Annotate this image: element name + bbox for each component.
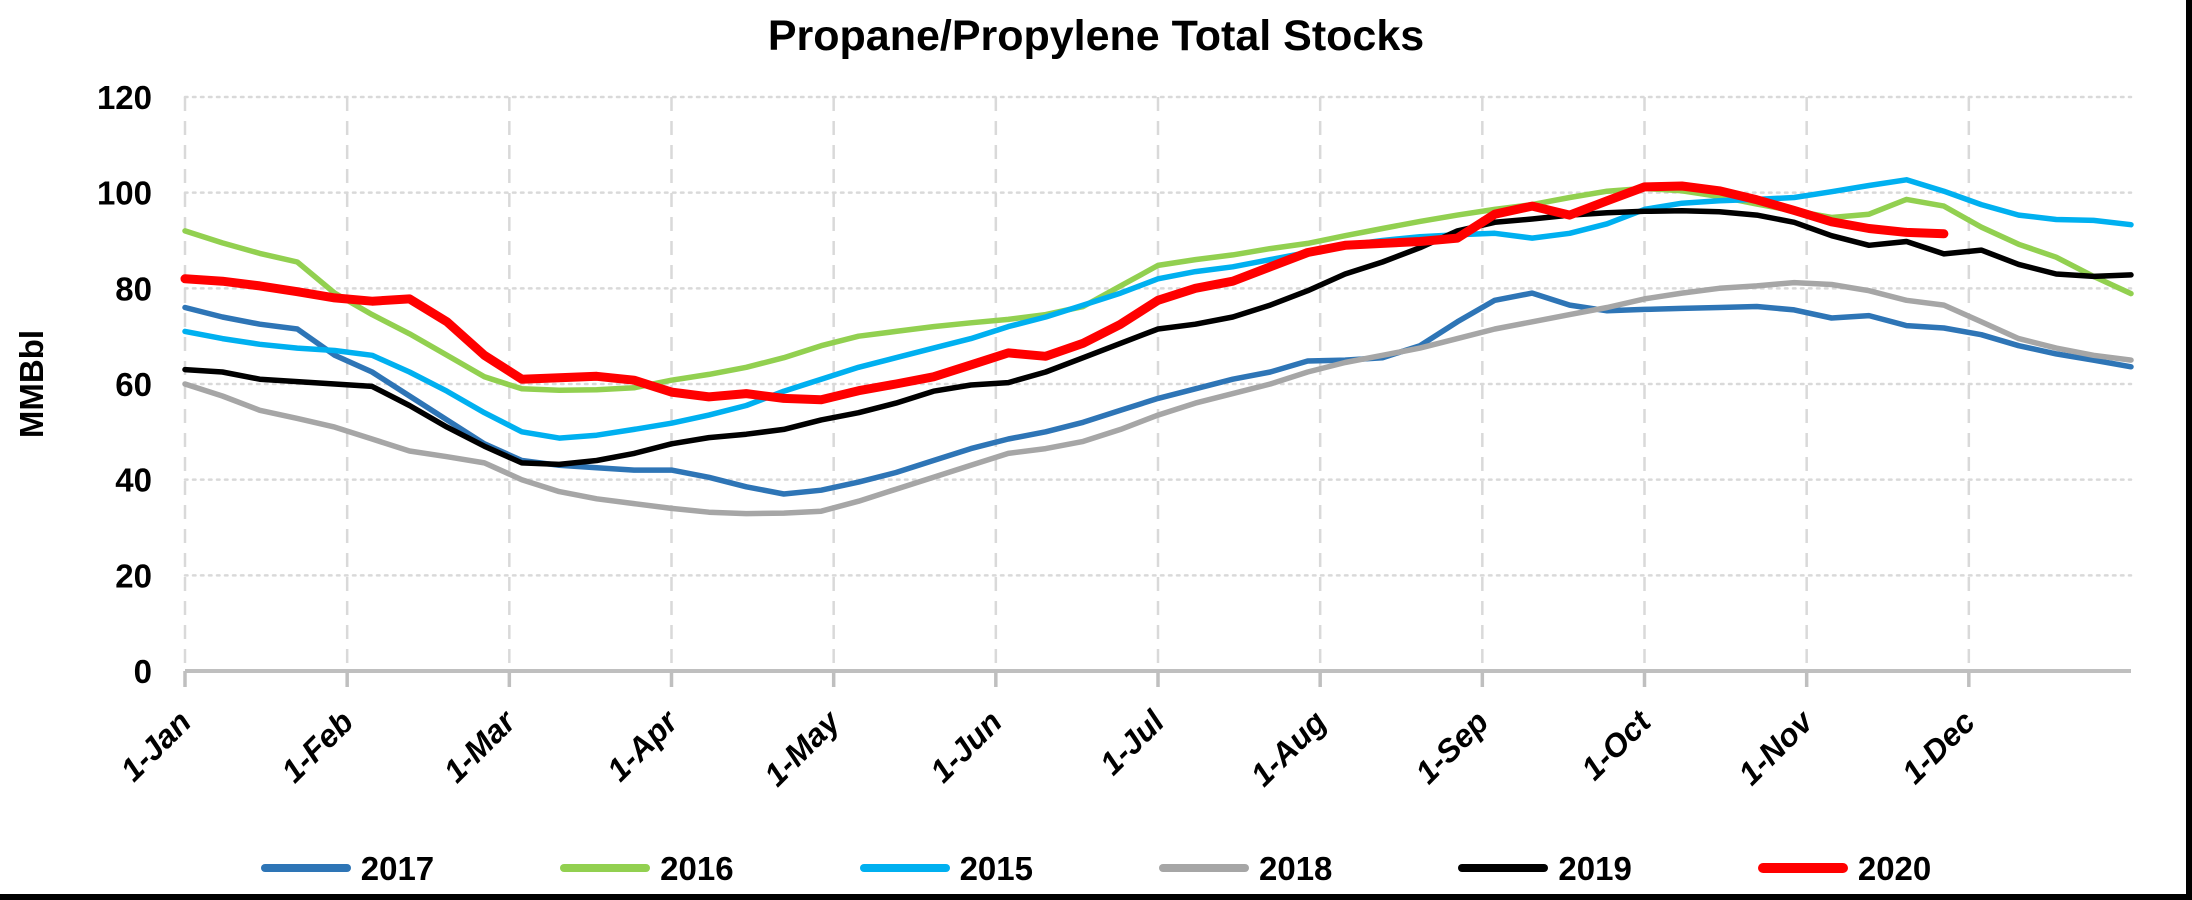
legend-label-2020: 2020 <box>1857 849 1932 887</box>
legend-swatch-2018 <box>1159 864 1249 872</box>
legend-item-2019: 2019 <box>1458 849 1632 887</box>
legend-swatch-2017 <box>260 864 351 872</box>
x-tick-labels: 1-Jan 1-Feb 1-Mar 1-Apr 1-May 1-Jun 1-Jul 1-Aug… <box>113 702 1982 793</box>
legend-label-2015: 2015 <box>959 849 1033 887</box>
y-tick-label: 40 <box>115 462 152 499</box>
x-axis <box>183 669 2131 687</box>
y-tick-label: 20 <box>115 557 152 594</box>
series-line-2019 <box>182 208 2134 468</box>
legend-item-2020: 2020 <box>1757 849 1932 887</box>
x-tick-label: 1-Apr <box>600 702 686 788</box>
y-tick-label: 0 <box>134 653 152 690</box>
legend-swatch-2015 <box>859 864 950 872</box>
legend-item-2018: 2018 <box>1159 852 1332 885</box>
y-tick-label: 60 <box>115 366 152 403</box>
x-tick-label: 1-May <box>757 702 848 793</box>
y-tick-label: 100 <box>97 175 152 212</box>
x-tick-label: 1-Oct <box>1574 703 1658 787</box>
x-tick-label: 1-Sep <box>1408 703 1495 790</box>
x-tick-label: 1-Jul <box>1093 703 1172 782</box>
y-tick-label: 80 <box>115 270 152 307</box>
x-tick-label: 1-Jan <box>113 703 198 788</box>
series-line-2015 <box>182 177 2134 441</box>
h-gridlines <box>183 95 2133 577</box>
x-tick-label: 1-Nov <box>1731 702 1821 792</box>
series-line-2018 <box>182 279 2134 517</box>
x-tick-label: 1-Jun <box>923 703 1009 789</box>
legend-swatch-2020 <box>1757 863 1848 873</box>
y-axis-title: MMBbl <box>13 329 50 439</box>
legend: 2017 2016 2015 2018 2019 2020 <box>96 840 2096 894</box>
y-tick-labels: 0 20 40 60 80 100 120 <box>97 79 152 690</box>
legend-item-2016: 2016 <box>560 849 734 887</box>
series-line-2020 <box>180 181 1949 405</box>
legend-item-2015: 2015 <box>859 849 1033 887</box>
legend-item-2017: 2017 <box>260 849 435 887</box>
legend-label-2018: 2018 <box>1259 849 1333 887</box>
x-tick-label: 1-Feb <box>274 703 360 789</box>
legend-label-2017: 2017 <box>360 849 435 887</box>
chart-title: Propane/Propylene Total Stocks <box>767 12 1425 60</box>
legend-label-2016: 2016 <box>660 849 734 887</box>
y-tick-label: 120 <box>97 79 152 116</box>
legend-swatch-2016 <box>560 864 651 872</box>
x-tick-label: 1-Mar <box>436 702 523 789</box>
legend-swatch-2019 <box>1458 864 1549 872</box>
legend-label-2019: 2019 <box>1558 849 1632 887</box>
x-tick-label: 1-Aug <box>1244 703 1334 793</box>
x-tick-label: 1-Dec <box>1895 703 1982 790</box>
